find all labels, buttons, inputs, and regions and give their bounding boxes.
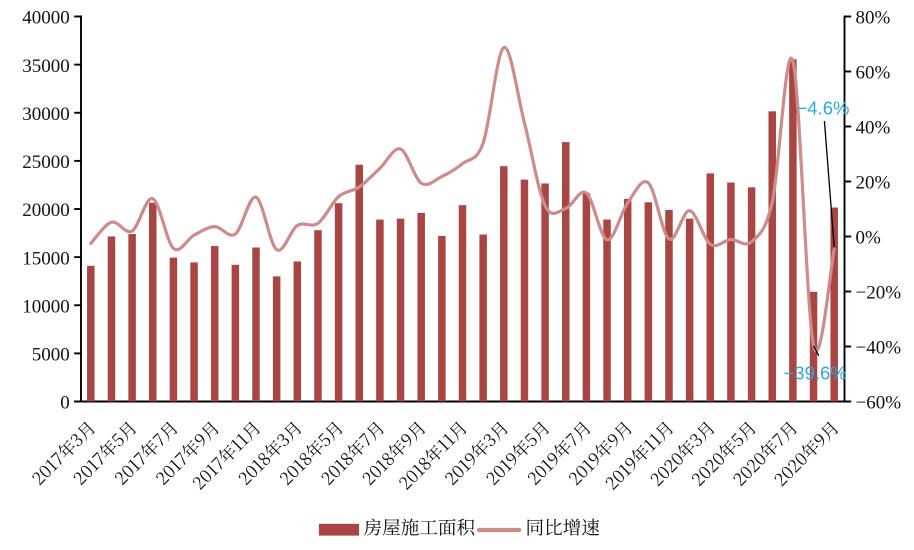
svg-text:15000: 15000 <box>22 248 70 269</box>
svg-text:0%: 0% <box>856 228 882 249</box>
svg-text:30000: 30000 <box>22 104 70 125</box>
svg-text:5000: 5000 <box>32 345 70 366</box>
svg-text:60%: 60% <box>856 63 891 84</box>
svg-text:−60%: −60% <box>856 393 902 414</box>
svg-text:20000: 20000 <box>22 200 70 221</box>
svg-text:20%: 20% <box>856 173 891 194</box>
svg-text:40000: 40000 <box>22 8 70 29</box>
svg-text:−40%: −40% <box>856 338 902 359</box>
svg-text:0: 0 <box>60 393 70 414</box>
svg-text:−4.6%: −4.6% <box>797 98 850 119</box>
svg-text:−39.6%: −39.6% <box>784 363 847 384</box>
svg-text:80%: 80% <box>856 8 891 29</box>
svg-text:40%: 40% <box>856 118 891 139</box>
svg-text:10000: 10000 <box>22 296 70 317</box>
svg-text:−20%: −20% <box>856 283 902 304</box>
svg-text:35000: 35000 <box>22 56 70 77</box>
svg-text:25000: 25000 <box>22 152 70 173</box>
